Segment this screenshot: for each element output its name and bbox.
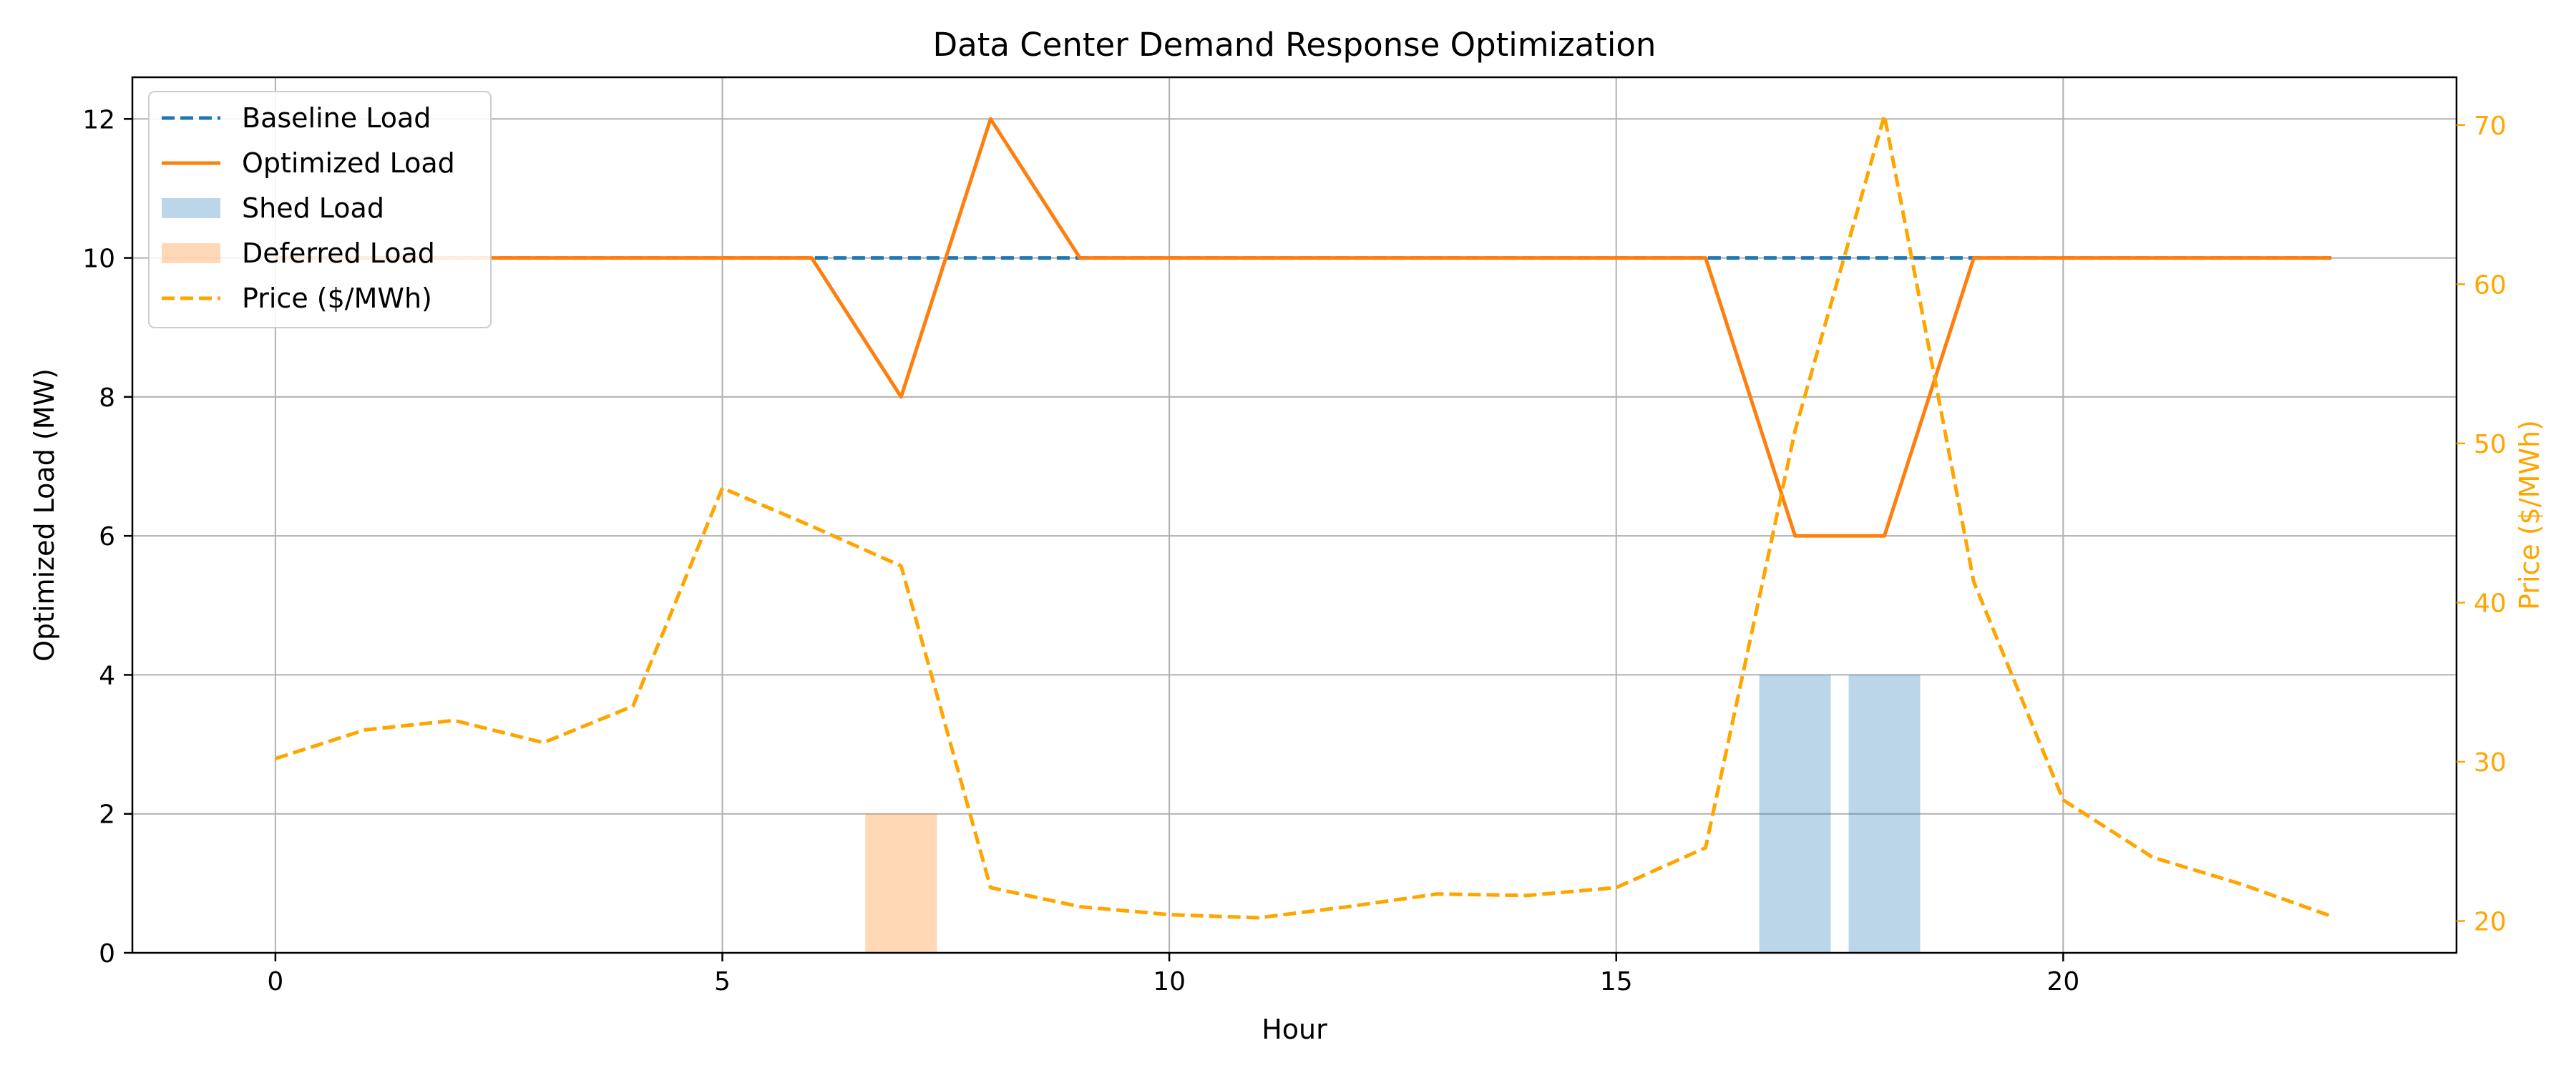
- x-tick-label-1: 5: [714, 967, 731, 996]
- series-line-1: [275, 117, 2332, 538]
- y2-tick-label-0: 20: [2474, 907, 2507, 936]
- y-tick-label-3: 6: [99, 522, 115, 552]
- bar-shed-load-0: [1759, 675, 1831, 953]
- chart-title: Data Center Demand Response Optimization: [933, 26, 1657, 64]
- axes: 0 5 10 15 20 0 2 4 6 8 10 12 20 30 40 50 60 70: [82, 105, 2507, 996]
- bar-deferred-load-0: [865, 813, 937, 953]
- y-tick-label-5: 10: [82, 245, 115, 274]
- y2-tick-label-3: 50: [2474, 430, 2507, 459]
- legend-label-optimized-load: Optimized Load: [242, 147, 455, 179]
- y-tick-label-1: 2: [99, 800, 115, 830]
- y-tick-label-2: 4: [99, 661, 115, 690]
- x-tick-label-3: 15: [1600, 967, 1633, 996]
- y2-axis-label: Price ($/MWh): [2514, 420, 2545, 610]
- y-tick-label-6: 12: [82, 105, 115, 134]
- y2-tick-label-5: 70: [2474, 112, 2507, 141]
- bar-shed-load-1: [1848, 675, 1921, 953]
- legend-label-price-mwh-: Price ($/MWh): [242, 283, 432, 314]
- y-tick-label-4: 8: [99, 383, 115, 413]
- legend-label-baseline-load: Baseline Load: [242, 102, 431, 134]
- bars: [865, 675, 1921, 953]
- y2-tick-label-2: 40: [2474, 589, 2507, 618]
- legend-box: [148, 91, 492, 328]
- x-axis-label: Hour: [1262, 1014, 1327, 1045]
- y2-tick-label-1: 30: [2474, 748, 2507, 778]
- legend-marker-shed-load: [162, 198, 220, 218]
- y2-tick-label-4: 60: [2474, 270, 2507, 300]
- y-axis-label: Optimized Load (MW): [29, 368, 60, 662]
- legend-label-deferred-load: Deferred Load: [242, 237, 435, 269]
- series-lines: [275, 113, 2332, 920]
- legend-label-shed-load: Shed Load: [242, 192, 384, 224]
- legend-marker-deferred-load: [162, 243, 220, 263]
- x-tick-label-4: 20: [2046, 967, 2079, 996]
- x-tick-label-0: 0: [267, 967, 283, 996]
- legend: Baseline Load Optimized Load Shed Load Defe…: [148, 91, 492, 328]
- y-tick-label-0: 0: [99, 939, 115, 969]
- x-tick-label-2: 10: [1153, 967, 1186, 996]
- plot-frame: [131, 76, 2458, 954]
- series-line-2: [275, 113, 2332, 920]
